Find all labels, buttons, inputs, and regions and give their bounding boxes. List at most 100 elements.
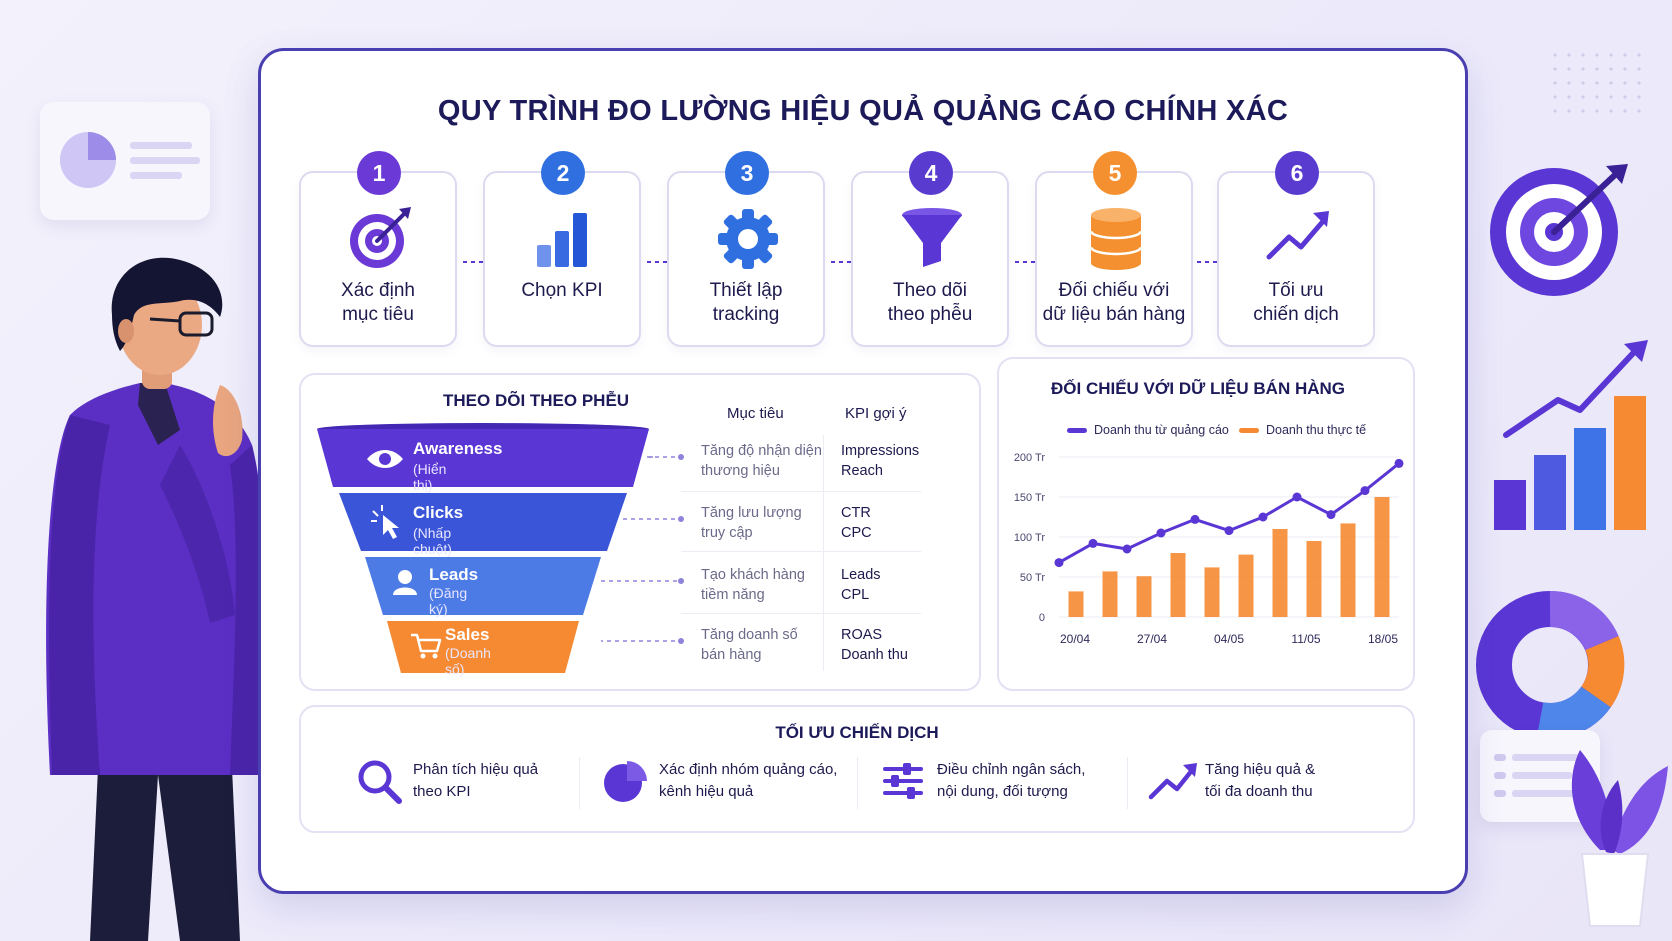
goal-cell: Tăng độ nhận diện thương hiệu	[701, 443, 822, 479]
item-divider	[1127, 757, 1128, 809]
step-label: Chọn KPI	[521, 280, 603, 301]
goal-cell: Tăng doanh số bán hàng	[701, 627, 798, 663]
kpi-cell: ROAS Doanh thu	[841, 627, 908, 663]
trend-up-icon	[1148, 763, 1197, 800]
step-card-4: 4 Theo dõi theo phễu	[851, 151, 1009, 347]
row-divider	[681, 551, 921, 552]
line-point	[1190, 514, 1200, 524]
col-divider	[823, 435, 824, 671]
x-tick-label: 11/05	[1291, 632, 1320, 646]
line-point	[1122, 544, 1132, 554]
optimize-item-text: Tăng hiệu quả & tối đa doanh thu	[1205, 761, 1316, 800]
x-tick-label: 20/04	[1060, 632, 1090, 646]
decor-dot-grid	[1548, 48, 1648, 118]
eye-icon	[367, 450, 403, 468]
y-tick-label: 150 Tr	[1014, 492, 1046, 504]
line-point	[1054, 558, 1064, 568]
bar	[1170, 553, 1186, 617]
step-label: Tối ưu chiến dịch	[1253, 280, 1339, 325]
user-icon	[393, 570, 417, 595]
legend-ads: Doanh thu từ quảng cáo	[1067, 423, 1229, 437]
step-label: Thiết lập tracking	[709, 280, 783, 325]
funnel-level-name: Clicks	[413, 503, 464, 522]
col-head-kpi: KPI gợi ý	[845, 405, 907, 422]
goal-cell: Tăng lưu lượng truy cập	[701, 505, 802, 541]
decor-growth-bars-icon	[1494, 340, 1648, 530]
step-number: 3	[725, 151, 769, 195]
step-number: 2	[541, 151, 585, 195]
line-point	[1360, 486, 1370, 496]
bar	[1102, 571, 1118, 617]
cursor-click-icon	[371, 505, 399, 539]
step-label: Theo dõi theo phễu	[887, 280, 973, 325]
line-point	[1156, 528, 1166, 538]
step-label: Xác định mục tiêu	[341, 280, 415, 325]
process-board: QUY TRÌNH ĐO LƯỜNG HIỆU QUẢ QUẢNG CÁO CH…	[258, 48, 1468, 894]
optimize-item-text: Xác định nhóm quảng cáo, kênh hiệu quả	[659, 761, 838, 800]
page-title: QUY TRÌNH ĐO LƯỜNG HIỆU QUẢ QUẢNG CÁO CH…	[437, 95, 1289, 127]
trend-up-icon	[1266, 211, 1329, 260]
search-icon	[358, 760, 402, 804]
pie-chart-icon	[60, 132, 200, 188]
step-card-2: 2 Chọn KPI	[483, 151, 641, 347]
line-point	[1326, 510, 1336, 520]
kpi-cell: CTR CPC	[841, 505, 872, 541]
sliders-icon	[883, 763, 923, 799]
legend-actual: Doanh thu thực tế	[1239, 423, 1366, 437]
step-number: 1	[357, 151, 401, 195]
line-point	[1394, 458, 1404, 468]
bar	[1272, 529, 1288, 617]
legend-label: Doanh thu từ quảng cáo	[1094, 423, 1229, 437]
funnel-level-name: Sales	[445, 625, 490, 644]
step-label: Đối chiếu với dữ liệu bán hàng	[1042, 280, 1186, 325]
compare-title: ĐỐI CHIẾU VỚI DỮ LIỆU BÁN HÀNG	[1051, 379, 1346, 398]
bar	[1204, 567, 1220, 617]
database-icon	[1089, 208, 1143, 270]
decor-target-icon	[1490, 164, 1628, 296]
revenue-chart: 0 50 Tr 100 Tr 150 Tr 200 Tr 20/04 27/04 04/05 1…	[1014, 452, 1404, 646]
optimize-panel: TỐI ƯU CHIẾN DỊCH Phân tích hiệu quả the…	[299, 705, 1415, 833]
bar-chart-icon	[537, 213, 587, 267]
step-card-1: 1 Xác định mục tiêu	[299, 151, 457, 347]
bar	[1340, 523, 1356, 617]
gear-icon	[718, 209, 778, 269]
kpi-cell: Impressions Reach	[841, 443, 920, 479]
step-card-5: 5 Đối chiếu với dữ liệu bán hàng	[1035, 151, 1193, 347]
optimize-title: TỐI ƯU CHIẾN DỊCH	[775, 723, 939, 742]
step-card-3: 3 Thiết lập tracking	[667, 151, 825, 347]
bar	[1374, 497, 1390, 617]
line-point	[1292, 492, 1302, 502]
decor-plant-icon	[1571, 750, 1668, 927]
bar	[1136, 576, 1152, 617]
legend-swatch	[1067, 427, 1087, 433]
funnel-level-name: Awareness	[413, 439, 503, 458]
funnel-level-sub: (Hiển thị)	[413, 461, 447, 493]
cart-icon	[411, 633, 442, 659]
funnel-level-sub: (Doanh số)	[445, 645, 491, 677]
col-head-goal: Mục tiêu	[727, 405, 784, 422]
optimize-item-text: Điều chỉnh ngân sách, nội dung, đối tượn…	[937, 761, 1086, 800]
item-divider	[579, 757, 580, 809]
step-number: 6	[1275, 151, 1319, 195]
goal-cell: Tạo khách hàng tiềm năng	[701, 567, 805, 603]
x-tick-label: 04/05	[1214, 632, 1244, 646]
bar	[1068, 591, 1084, 617]
thinking-person-illustration	[46, 257, 268, 941]
y-tick-label: 100 Tr	[1014, 532, 1046, 544]
legend-swatch	[1239, 427, 1259, 433]
y-tick-label: 50 Tr	[1020, 572, 1045, 584]
step-number: 4	[909, 151, 953, 195]
step-card-6: 6 Tối ưu chiến dịch	[1217, 151, 1375, 347]
bar	[1306, 541, 1322, 617]
funnel-level-sub: (Đăng ký)	[429, 585, 468, 617]
item-divider	[857, 757, 858, 809]
row-divider	[681, 613, 921, 614]
compare-panel: ĐỐI CHIẾU VỚI DỮ LIỆU BÁN HÀNG Doanh thu…	[997, 357, 1415, 691]
step-number: 5	[1093, 151, 1137, 195]
y-tick-label: 0	[1039, 612, 1045, 624]
y-tick-label: 200 Tr	[1014, 452, 1046, 464]
decor-donut-icon	[1476, 591, 1625, 739]
line-point	[1224, 526, 1234, 536]
funnel-level-name: Leads	[429, 565, 479, 584]
decor-pie-card	[40, 102, 210, 220]
